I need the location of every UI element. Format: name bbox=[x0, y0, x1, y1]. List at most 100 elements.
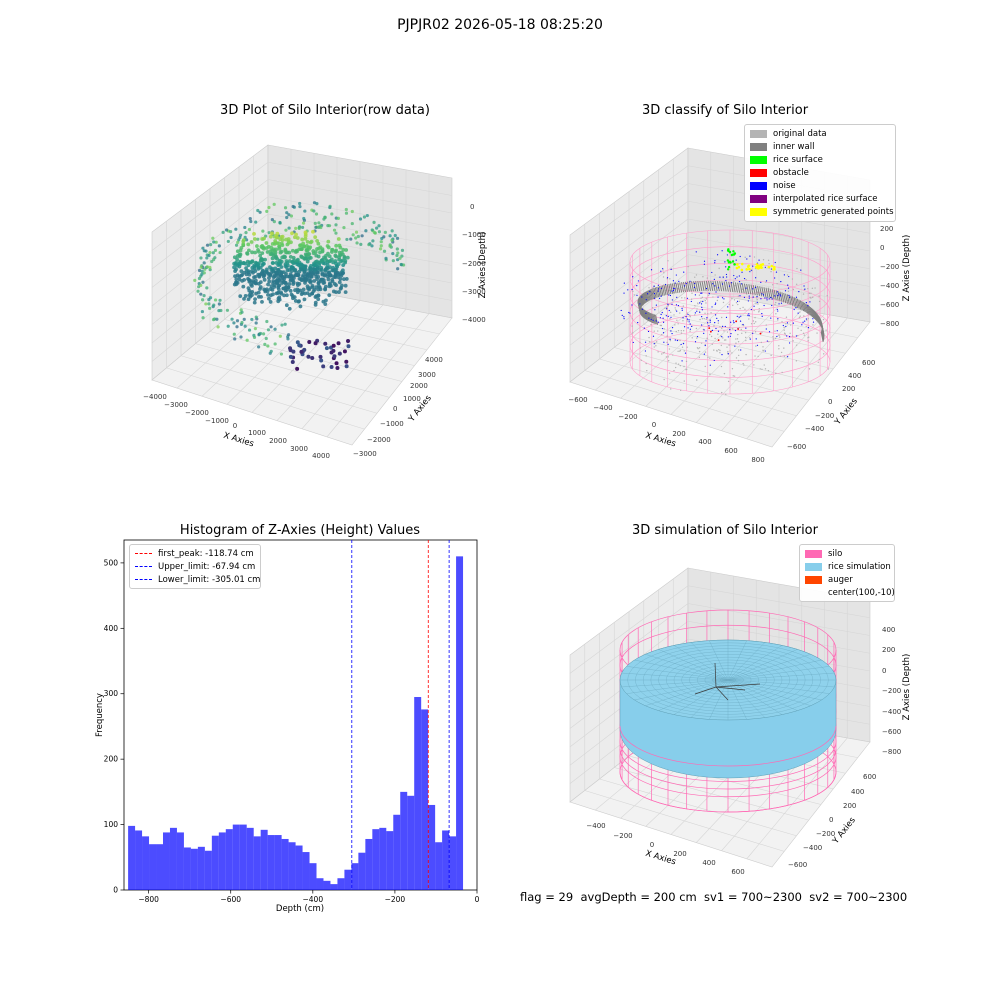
data-point bbox=[320, 277, 325, 282]
noise-point bbox=[750, 308, 752, 311]
data-point bbox=[322, 280, 327, 285]
data-point bbox=[309, 274, 314, 279]
noise-point bbox=[661, 311, 663, 314]
data-point bbox=[253, 297, 257, 302]
original-data-point bbox=[648, 287, 650, 289]
original-data-point bbox=[797, 335, 799, 337]
symmetric-point bbox=[737, 265, 741, 269]
inner-wall-point bbox=[783, 292, 787, 304]
noise-point bbox=[729, 335, 731, 337]
noise-point bbox=[795, 335, 798, 337]
data-point bbox=[378, 247, 383, 251]
noise-point bbox=[807, 305, 809, 307]
noise-point bbox=[780, 302, 783, 304]
inner-wall-point bbox=[654, 287, 658, 298]
data-point bbox=[283, 286, 288, 290]
data-point bbox=[258, 285, 263, 289]
noise-point bbox=[774, 295, 776, 297]
noise-point bbox=[743, 277, 746, 280]
rice-mesh-line bbox=[673, 679, 729, 715]
legend-entry: silo bbox=[805, 547, 889, 560]
noise-point bbox=[715, 314, 717, 316]
data-point bbox=[395, 247, 399, 251]
data-point bbox=[278, 220, 282, 225]
noise-point bbox=[683, 271, 685, 273]
rice-mesh-line bbox=[727, 654, 811, 681]
noise-point bbox=[672, 280, 675, 282]
data-point bbox=[362, 215, 367, 219]
obstacle-point bbox=[709, 330, 712, 333]
noise-point bbox=[715, 327, 717, 330]
data-point bbox=[390, 229, 394, 233]
original-data-point bbox=[700, 342, 703, 344]
noise-point bbox=[748, 295, 750, 297]
data-point bbox=[400, 254, 404, 258]
noise-point bbox=[671, 303, 673, 305]
data-point bbox=[327, 254, 332, 259]
original-data-point bbox=[755, 303, 757, 305]
original-data-point bbox=[731, 368, 734, 370]
original-data-point bbox=[665, 308, 668, 311]
original-data-point bbox=[709, 357, 711, 359]
data-point bbox=[246, 286, 251, 291]
inner-wall-point bbox=[661, 285, 665, 296]
noise-point bbox=[667, 303, 669, 305]
original-data-point bbox=[775, 301, 777, 304]
noise-point bbox=[747, 300, 749, 302]
rice-surface-point bbox=[727, 261, 731, 264]
legend-label: center(100,-10) bbox=[828, 587, 895, 598]
data-point bbox=[278, 250, 283, 255]
original-data-point bbox=[675, 330, 677, 333]
data-point bbox=[287, 250, 292, 255]
original-data-point bbox=[669, 278, 671, 280]
data-point bbox=[310, 356, 315, 361]
original-data-point bbox=[761, 331, 763, 333]
x-tick-label: 200 bbox=[673, 850, 686, 858]
original-data-point bbox=[645, 362, 647, 365]
noise-point bbox=[662, 317, 664, 319]
noise-point bbox=[752, 265, 754, 267]
original-data-point bbox=[721, 391, 723, 394]
data-point bbox=[326, 277, 331, 282]
original-data-point bbox=[726, 331, 729, 333]
original-data-point bbox=[706, 337, 708, 340]
y-tick-label: −400 bbox=[803, 844, 822, 852]
noise-point bbox=[724, 261, 726, 263]
legend-entry: inner wall bbox=[750, 140, 890, 153]
rice-mesh-line bbox=[727, 649, 798, 681]
noise-point bbox=[802, 321, 804, 323]
noise-point bbox=[705, 340, 707, 342]
noise-point bbox=[743, 296, 746, 298]
data-point bbox=[391, 259, 395, 263]
data-point bbox=[269, 325, 273, 329]
z-tick-label: 200 bbox=[880, 225, 893, 233]
data-point bbox=[307, 340, 312, 345]
data-point bbox=[295, 236, 300, 240]
x-tick-label: 0 bbox=[475, 895, 480, 904]
noise-point bbox=[719, 276, 721, 278]
original-data-point bbox=[787, 290, 790, 292]
original-data-point bbox=[694, 304, 696, 307]
y-tick-label: −600 bbox=[787, 443, 806, 451]
rice-mesh-line bbox=[658, 649, 729, 681]
data-point bbox=[201, 280, 205, 284]
original-data-point bbox=[779, 336, 781, 338]
data-point bbox=[205, 265, 209, 269]
data-point bbox=[297, 343, 302, 348]
inner-wall-point bbox=[647, 290, 651, 301]
data-point bbox=[312, 279, 317, 283]
data-point bbox=[267, 231, 271, 235]
data-point bbox=[335, 366, 340, 371]
data-point bbox=[339, 273, 344, 278]
noise-point bbox=[681, 309, 683, 311]
data-point bbox=[211, 236, 215, 240]
original-data-point bbox=[689, 315, 691, 318]
rice-surface-point bbox=[733, 252, 737, 255]
inner-wall-point bbox=[665, 284, 669, 295]
data-point bbox=[256, 237, 260, 241]
data-point bbox=[256, 249, 261, 254]
original-data-point bbox=[681, 297, 683, 299]
z-tick-label: −4000 bbox=[462, 316, 486, 324]
original-data-point bbox=[818, 300, 821, 303]
original-data-point bbox=[741, 288, 744, 290]
